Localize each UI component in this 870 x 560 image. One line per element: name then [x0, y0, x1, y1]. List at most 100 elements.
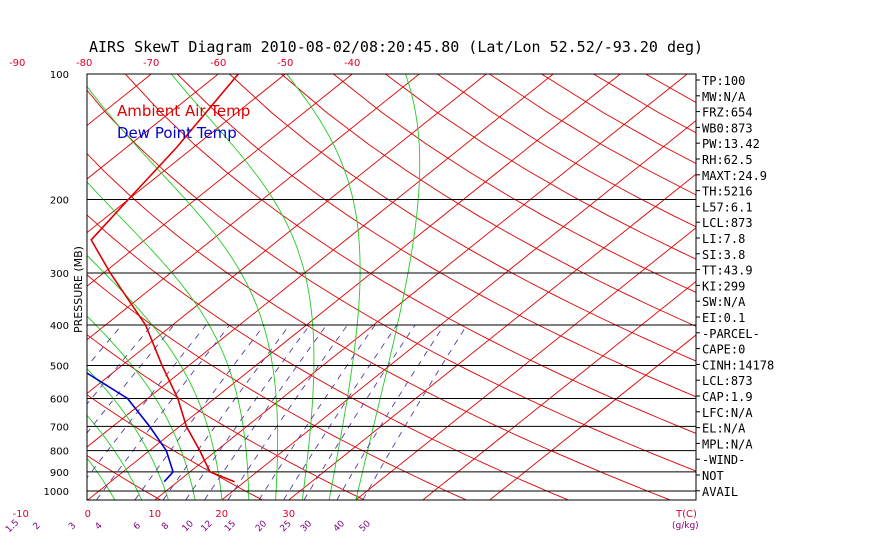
moist-adiabat-line [87, 315, 196, 500]
pressure-tick-label: 300 [50, 269, 69, 280]
stat-value: LCL:873 [702, 374, 753, 388]
mixing-ratio-line [185, 324, 311, 500]
moist-adiabat-line [355, 74, 421, 500]
stat-value: PW:13.42 [702, 137, 760, 151]
pressure-tick-label: 400 [50, 321, 69, 332]
mixing-ratio-tick-label: 50 [358, 519, 373, 534]
moist-adiabat-line [0, 74, 61, 500]
isotherm-line [0, 74, 17, 500]
mixing-ratio-line [87, 324, 153, 405]
stat-value: LCL:873 [702, 216, 753, 230]
stat-value: CAPE:0 [702, 343, 745, 357]
isotherm-line [87, 74, 554, 448]
dry-adiabat-line [124, 74, 696, 434]
mixing-ratio-tick-label: 8 [160, 521, 171, 532]
dew-point-temp-line [87, 372, 175, 483]
stat-value: CINH:14178 [702, 358, 774, 372]
pressure-tick-label: 100 [50, 70, 69, 81]
dry-adiabat-line [229, 74, 696, 362]
stat-value: -PARCEL- [702, 327, 760, 341]
dry-adiabat-line [87, 89, 696, 472]
sounding-profiles [87, 74, 239, 483]
mixing-ratio-unit-label: (g/kg) [672, 521, 699, 531]
mixing-ratio-line [96, 324, 231, 500]
moist-adiabat-line [170, 74, 315, 500]
mixing-ratio-tick-label: 12 [200, 519, 215, 534]
top-temp-tick-label: -50 [277, 58, 293, 69]
stat-value: EI:0.1 [702, 311, 745, 325]
isotherm-line [355, 227, 696, 500]
stat-value: EL:N/A [702, 422, 746, 436]
moist-adiabat-line [0, 74, 8, 500]
ambient-air-temp-line [90, 74, 239, 483]
bottom-temp-tick-label: 20 [215, 509, 228, 520]
moist-adiabat-line [87, 85, 279, 500]
moist-adiabat-line [87, 457, 116, 500]
bottom-temp-tick-label: -10 [13, 509, 29, 520]
dry-adiabat-line [281, 74, 696, 327]
mixing-ratio-tick-label: 25 [279, 519, 294, 534]
mixing-ratio-tick-label: 4 [94, 521, 105, 532]
stat-value: L57:6.1 [702, 200, 753, 214]
mixing-ratio-line [336, 324, 445, 500]
moist-adiabat-line [0, 74, 34, 500]
plot-frame [86, 73, 697, 501]
stat-value: MPL:N/A [702, 437, 753, 451]
pressure-tick-label: 800 [50, 447, 69, 458]
pressure-tick-label: 600 [50, 394, 69, 405]
bottom-temp-tick-label: 0 [85, 509, 91, 520]
isotherm-line [87, 74, 420, 341]
isotherm-line [87, 74, 286, 234]
isotherm-line [87, 74, 621, 500]
stat-value: MAXT:24.9 [702, 169, 767, 183]
chart-title: AIRS SkewT Diagram 2010-08-02/08:20:45.8… [89, 38, 703, 56]
y-axis-label: PRESSURE (MB) [72, 246, 85, 333]
mixing-ratio-tick-label: 1.5 [4, 518, 21, 535]
pressure-ticks: 100 200 300 400 500 600 700 800 900 1000 [44, 70, 69, 498]
top-temp-tick-label: -60 [210, 58, 226, 69]
mixing-ratio-line [162, 324, 290, 500]
top-temperature-ticks: -120-110-100-90-80-70-60-50-40 [9, 58, 360, 69]
top-temp-tick-label: -80 [76, 58, 92, 69]
dry-adiabat-line [87, 454, 161, 500]
mixing-ratio-line [227, 324, 348, 500]
isotherm-line [422, 280, 696, 500]
dry-adiabat-line [489, 74, 696, 196]
stat-value: TT:43.9 [702, 264, 753, 278]
pressure-tick-label: 500 [50, 361, 69, 372]
dry-adiabat-line [385, 74, 696, 260]
top-temp-tick-label: -70 [143, 58, 159, 69]
dry-adiabat-line [87, 214, 569, 500]
mixing-ratio-line [134, 324, 265, 500]
mixing-ratio-tick-label: 20 [254, 519, 269, 534]
pressure-tick-label: 200 [50, 196, 69, 207]
stat-value: AVAIL [702, 485, 738, 499]
mixing-ratio-line [87, 324, 207, 479]
pressure-tick-label: 1000 [44, 487, 69, 498]
mixing-ratio-tick-label: 3 [67, 521, 78, 532]
moist-adiabat-line [87, 181, 250, 500]
mixing-ratio-line [362, 324, 468, 500]
pressure-tick-label: 900 [50, 468, 69, 479]
x-axis-unit-label: T(C) [675, 509, 697, 520]
isotherm-line [87, 74, 353, 287]
stat-value: MW:N/A [702, 90, 746, 104]
stat-value: -WIND- [702, 453, 745, 467]
mixing-ratio-line [204, 324, 327, 500]
isotherm-line [87, 74, 487, 394]
isotherm-line [288, 173, 696, 500]
moist-adiabat-line [87, 254, 223, 500]
mixing-ratio-tick-label: 15 [223, 519, 238, 534]
stat-value: FRZ:654 [702, 106, 753, 120]
moist-adiabat-line [286, 74, 361, 500]
isotherm-line [489, 334, 696, 500]
stat-value: LI:7.8 [702, 232, 745, 246]
bottom-temp-tick-label: 10 [148, 509, 161, 520]
stat-value: LFC:N/A [702, 406, 753, 420]
mixing-ratio-tick-label: 10 [181, 519, 196, 534]
mixing-ratio-tick-label: 30 [299, 519, 314, 534]
top-temp-tick-label: -90 [9, 58, 25, 69]
dry-adiabat-line [87, 152, 670, 500]
